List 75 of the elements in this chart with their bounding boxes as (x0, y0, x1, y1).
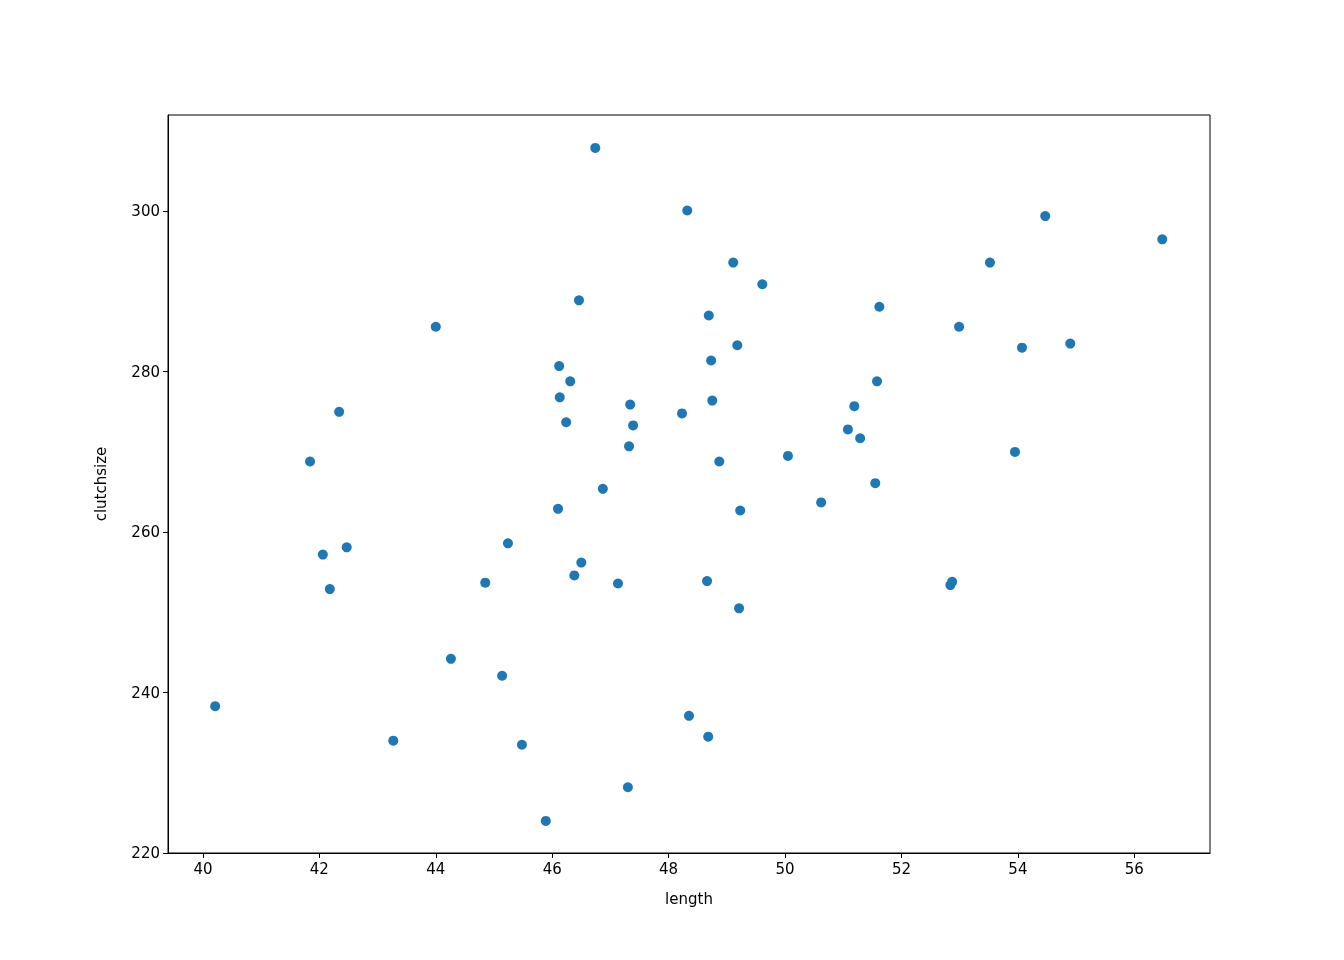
point (702, 576, 713, 587)
x-tick-label: 54 (1008, 859, 1028, 878)
point (597, 483, 608, 494)
point (872, 376, 883, 387)
point (732, 340, 743, 351)
point (703, 731, 714, 742)
point (1157, 234, 1168, 245)
x-tick-label: 48 (659, 859, 679, 878)
point (553, 503, 564, 514)
point (1040, 211, 1051, 222)
point (874, 301, 885, 312)
point (1016, 342, 1027, 353)
point (734, 603, 745, 614)
point (706, 355, 717, 366)
point (984, 257, 995, 268)
point (870, 478, 881, 489)
point (728, 257, 739, 268)
point (1065, 338, 1076, 349)
point (324, 584, 335, 595)
x-tick-label: 56 (1124, 859, 1144, 878)
x-tick-label: 40 (193, 859, 213, 878)
point (569, 570, 580, 581)
y-tick-label: 300 (131, 202, 160, 221)
point (855, 433, 866, 444)
point (573, 295, 584, 306)
x-tick-label: 46 (542, 859, 562, 878)
point (735, 505, 746, 516)
point (782, 450, 793, 461)
point (305, 456, 316, 467)
point (590, 142, 601, 153)
point (576, 557, 587, 568)
point (622, 782, 633, 793)
point (540, 815, 551, 826)
point (341, 542, 352, 553)
y-tick-label: 240 (131, 683, 160, 702)
point (612, 578, 623, 589)
point (628, 420, 639, 431)
x-tick-label: 44 (426, 859, 446, 878)
point (947, 576, 958, 587)
point (954, 321, 965, 332)
point (388, 735, 399, 746)
y-tick-label: 260 (131, 523, 160, 542)
point (497, 670, 508, 681)
point (849, 401, 860, 412)
y-axis-title: clutchsize (91, 446, 110, 522)
point (677, 408, 688, 419)
point (1010, 446, 1020, 457)
point (502, 538, 513, 549)
point (554, 392, 565, 403)
x-axis-title: length (665, 889, 713, 908)
point (445, 653, 456, 664)
point (516, 739, 527, 750)
y-tick-label: 220 (131, 844, 160, 862)
point (480, 577, 491, 588)
point (684, 710, 694, 721)
point (565, 376, 576, 387)
x-tick-label: 42 (309, 859, 329, 878)
point (757, 279, 768, 290)
point (334, 406, 345, 417)
point (707, 395, 718, 406)
point (842, 424, 853, 435)
point (210, 701, 221, 712)
point (317, 549, 328, 560)
point (561, 417, 572, 428)
point (554, 361, 565, 372)
point (625, 399, 636, 410)
y-tick-label: 280 (131, 362, 160, 381)
point (430, 321, 441, 332)
point (703, 310, 714, 321)
point (682, 205, 693, 216)
point (624, 441, 635, 452)
point (816, 497, 827, 508)
x-tick-label: 50 (775, 859, 795, 878)
x-tick-label: 52 (891, 859, 912, 878)
point (714, 456, 725, 467)
